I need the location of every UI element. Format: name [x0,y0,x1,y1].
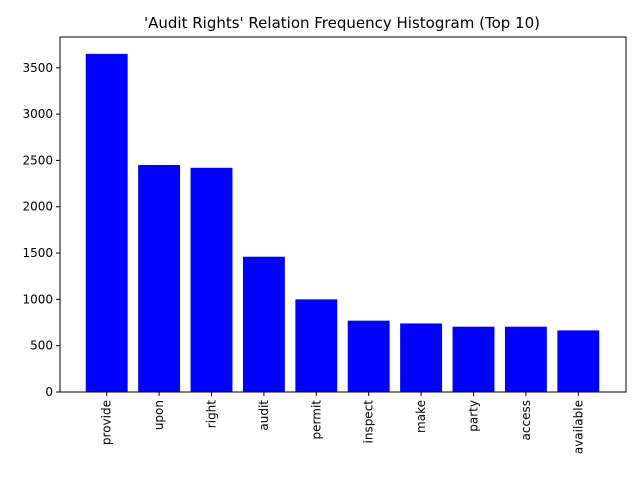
y-tick-label-1500: 1500 [22,246,53,260]
x-axis: provide upon right audit permit inspect make pa… [100,392,585,454]
y-tick-label-2500: 2500 [22,153,53,167]
y-tick-label-2000: 2000 [22,200,53,214]
bar-upon [138,165,181,392]
x-tick-label-make: make [414,400,428,433]
y-tick-label-500: 500 [30,339,53,353]
x-tick-label-party: party [467,400,481,432]
x-tick-label-access: access [519,400,533,440]
bar-provide [85,53,128,393]
y-tick-label-1000: 1000 [22,292,53,306]
y-tick-label-0: 0 [45,385,53,399]
y-tick-label-3000: 3000 [22,107,53,121]
y-tick-label-3500: 3500 [22,61,53,75]
x-tick-label-audit: audit [257,400,271,431]
bars-group [85,53,600,393]
x-tick-label-inspect: inspect [362,400,376,444]
y-axis: 0 500 1000 1500 2000 2500 3000 3500 [22,61,60,399]
x-tick-label-right: right [205,400,219,428]
plot-frame [59,36,627,393]
bar-available [557,330,600,392]
bar-access [504,326,547,392]
bar-right [190,167,233,392]
bar-inspect [347,320,390,392]
x-tick-label-upon: upon [152,400,166,430]
bar-make [400,323,443,392]
bar-audit [242,256,285,392]
x-tick-label-provide: provide [100,400,114,445]
chart-title: 'Audit Rights' Relation Frequency Histog… [144,14,540,32]
x-tick-label-permit: permit [309,400,323,440]
bar-party [452,326,495,392]
bar-permit [295,299,338,392]
x-tick-label-available: available [571,400,585,454]
